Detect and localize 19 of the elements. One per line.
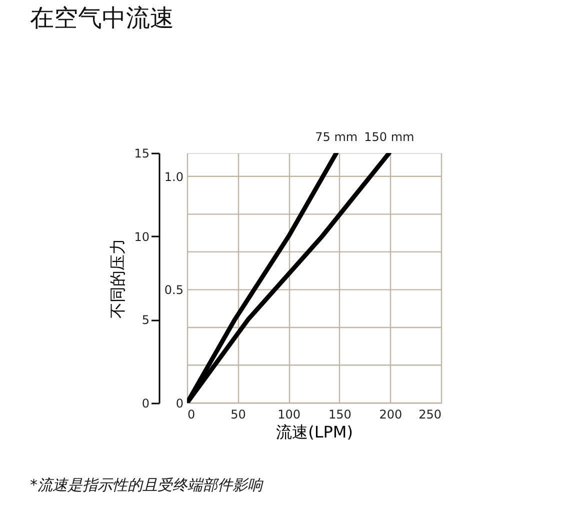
- y-tick-label: 0: [142, 396, 150, 410]
- x-axis-title: 流速(LPM): [276, 422, 353, 442]
- chart-title: 在空气中流速: [30, 4, 174, 32]
- y-tick-label: 5: [142, 313, 150, 328]
- text: *流速是指示性的且受终端部件影响: [30, 476, 264, 494]
- y-tick-label: 15: [134, 146, 150, 160]
- y2-tick-label: 1.0: [164, 170, 184, 184]
- series-label: 150 mm: [364, 130, 414, 144]
- y-tick-label: 10: [134, 230, 150, 244]
- x-tick-label: 100: [278, 408, 301, 422]
- y2-tick-label: 0: [176, 396, 184, 410]
- x-tick-label: 50: [230, 408, 246, 422]
- series-label: 75 mm: [315, 130, 358, 144]
- x-tick-label: 250: [418, 408, 442, 422]
- x-tick-label: 200: [379, 408, 402, 422]
- x-tick-label: 150: [328, 408, 352, 422]
- y-axis-title: 不同的压力: [108, 238, 128, 318]
- x-tick-label: 0: [188, 408, 196, 422]
- y2-tick-label: 0.5: [164, 283, 184, 298]
